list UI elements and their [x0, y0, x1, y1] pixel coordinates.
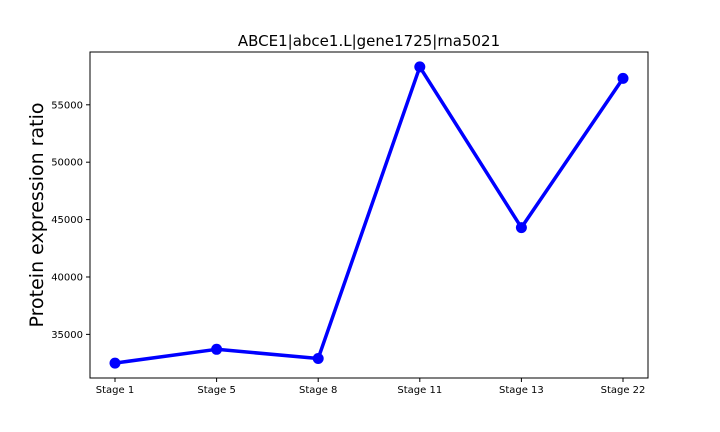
data-point [211, 343, 223, 355]
y-tick-label: 55000 [51, 100, 83, 111]
x-tick-label: Stage 8 [299, 385, 337, 396]
data-point [414, 61, 426, 73]
y-axis-label: Protein expression ratio [26, 103, 48, 328]
series-line [114, 65, 625, 365]
y-tick-label: 50000 [51, 158, 83, 169]
y-axis-ticks: 35000 40000 45000 50000 55000 [51, 100, 90, 341]
y-tick-label: 35000 [51, 330, 83, 341]
x-axis-ticks: Stage 1 Stage 5 Stage 8 Stage 11 Stage 13 Sta… [96, 378, 646, 396]
data-point [617, 72, 629, 84]
x-tick-label: Stage 1 [96, 385, 134, 396]
data-point [109, 357, 121, 369]
data-point [312, 352, 324, 364]
x-tick-label: Stage 5 [197, 385, 235, 396]
x-tick-label: Stage 11 [397, 385, 442, 396]
data-point [515, 222, 527, 234]
y-tick-label: 40000 [51, 272, 83, 283]
x-tick-label: Stage 13 [499, 385, 544, 396]
y-tick-label: 45000 [51, 215, 83, 226]
series-group [109, 61, 629, 369]
x-tick-label: Stage 22 [601, 385, 646, 396]
chart-title: ABCE1|abce1.L|gene1725|rna5021 [238, 32, 500, 50]
